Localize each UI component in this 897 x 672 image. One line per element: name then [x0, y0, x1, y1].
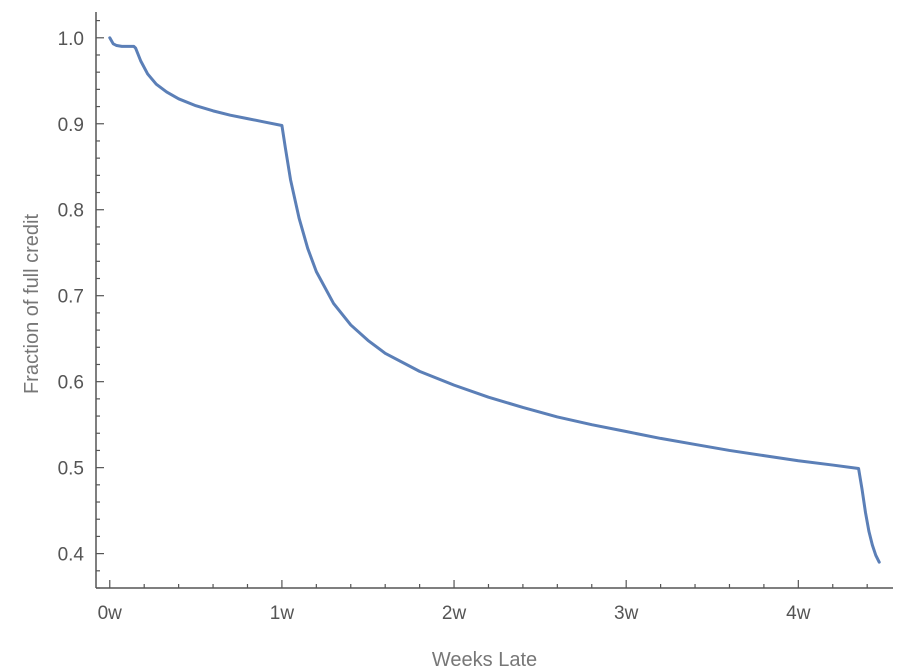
y-tick-label: 0.6 — [58, 373, 84, 394]
y-tick-label: 0.5 — [58, 459, 84, 480]
x-axis-title: Weeks Late — [432, 649, 537, 671]
x-tick-label: 2w — [442, 603, 467, 624]
y-tick-label: 0.4 — [58, 545, 85, 566]
x-tick-label: 0w — [98, 603, 123, 624]
x-tick-label: 1w — [270, 603, 295, 624]
tick-labels: 0w 1w 2w 3w 4w 0.4 0.5 0.6 0.7 0.8 0.9 1.0 — [58, 29, 811, 624]
y-axis-title: Fraction of full credit — [21, 214, 43, 395]
y-tick-label: 0.7 — [58, 287, 84, 308]
y-tick-label: 0.9 — [58, 115, 84, 136]
series-lines — [108, 36, 881, 564]
tick-marks — [96, 19, 868, 589]
axes — [95, 12, 893, 589]
y-tick-label: 1.0 — [58, 29, 84, 50]
x-tick-label: 4w — [786, 603, 811, 624]
series-line-0 — [108, 36, 881, 564]
y-tick-label: 0.8 — [58, 201, 84, 222]
x-tick-label: 3w — [614, 603, 639, 624]
